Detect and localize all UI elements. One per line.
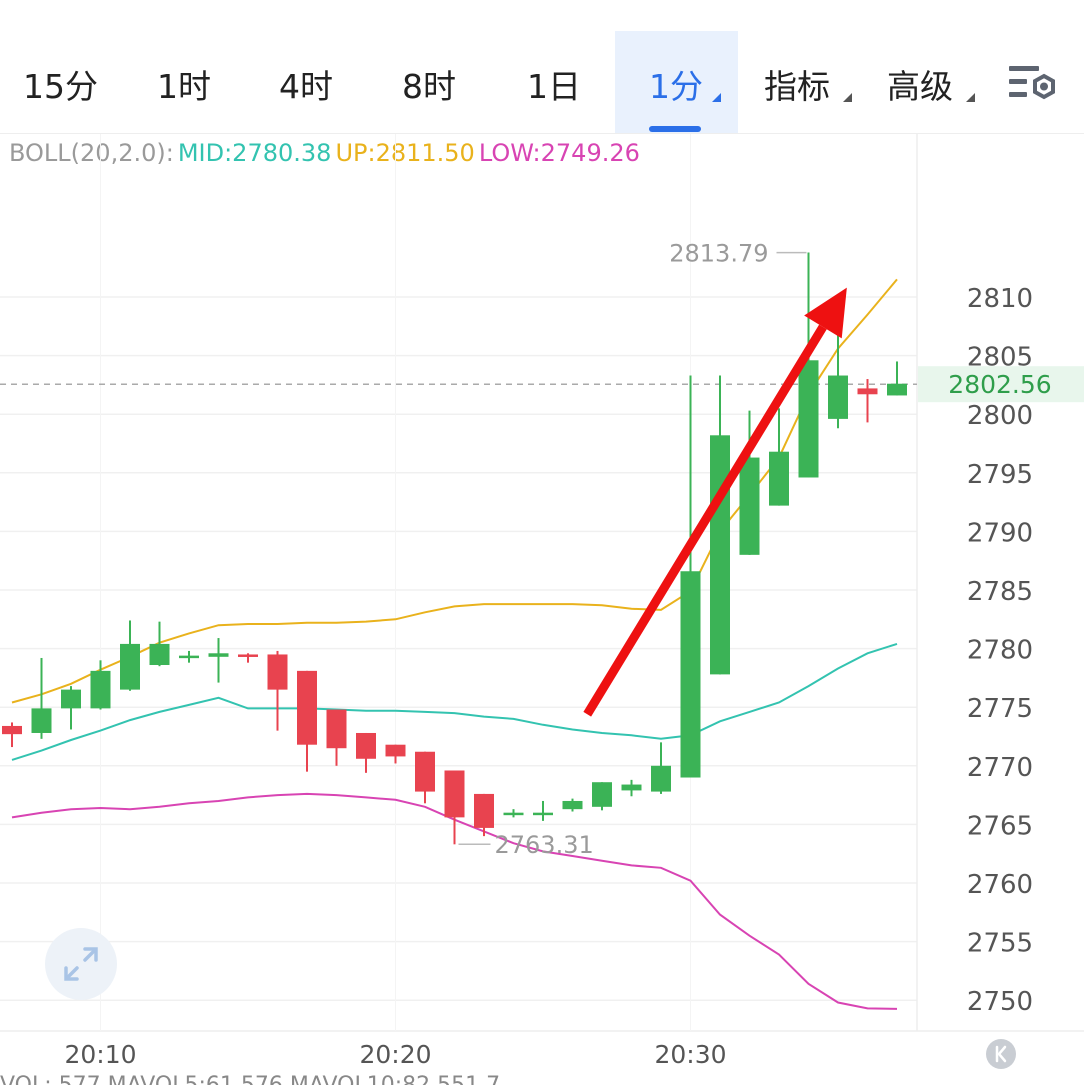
candle-body-up [31, 708, 52, 733]
k-icon [995, 1045, 1007, 1063]
volume-legend-text: VOL: 577 MAVOL5:61.576 MAVOL10:82.551.7 [0, 1075, 500, 1085]
y-tick-label: 2755 [967, 929, 1033, 959]
boll-legend: BOLL(20,2.0): MID:2780.38 UP:2811.50 LOW:27… [9, 139, 644, 167]
y-tick-label: 2775 [967, 694, 1033, 724]
low-price-label: 2763.31 [495, 831, 594, 859]
candle-body-up [739, 457, 760, 555]
trend-arrow-head [804, 287, 847, 339]
volume-legend: VOL: 577 MAVOL5:61.576 MAVOL10:82.551.7 [0, 1075, 1084, 1085]
interval-toolbar: 15分 1时 4时 8时 1日 1分 指标 高级 [0, 0, 1084, 134]
candle-body-down [267, 654, 288, 690]
candle-body-down [238, 654, 258, 657]
candle-body-up [828, 375, 848, 419]
y-tick-label: 2780 [967, 636, 1033, 666]
x-tick-label: 20:10 [64, 1040, 136, 1069]
candle-body-down [474, 793, 494, 828]
tab-1day[interactable]: 1日 [527, 67, 581, 106]
current-price-label: 2802.56 [948, 370, 1051, 399]
candle-body-up [503, 812, 524, 816]
x-tick-label: 20:20 [359, 1040, 431, 1069]
fullscreen-button[interactable] [45, 928, 117, 1000]
boll-prefix: BOLL(20,2.0): [9, 139, 174, 167]
y-tick-label: 2785 [967, 577, 1033, 607]
tab-15min[interactable]: 15分 [23, 67, 98, 106]
candle-body-up [120, 643, 140, 690]
candle-body-up [61, 689, 81, 709]
candle-body-up [651, 765, 671, 792]
candle-body-up [208, 653, 229, 657]
y-tick-label: 2765 [967, 811, 1033, 841]
chevron-down-icon [712, 93, 721, 102]
boll-up-value: UP:2811.50 [335, 139, 475, 167]
y-tick-label: 2760 [967, 870, 1033, 900]
candle-body-up [592, 782, 612, 807]
current-price-tag [918, 366, 1084, 403]
candle-body-up [710, 435, 730, 675]
active-tab-highlight [615, 31, 738, 133]
chevron-down-icon [966, 93, 975, 102]
candle-body-down [444, 770, 465, 818]
candle-body-up [769, 451, 789, 506]
tab-8hour[interactable]: 8时 [402, 67, 456, 106]
candle-body-down [857, 388, 878, 395]
candle-body-up [149, 643, 170, 666]
candle-body-up [179, 655, 199, 659]
candle-body-up [887, 383, 907, 396]
boll-up-line [11, 278, 898, 704]
tab-1min[interactable]: 1分 [649, 67, 703, 106]
chevron-down-icon [843, 93, 852, 102]
boll-mid-line [11, 642, 898, 761]
y-tick-label: 2795 [967, 460, 1033, 490]
kline-toggle-button[interactable] [986, 1039, 1016, 1069]
high-price-label: 2813.79 [669, 240, 768, 268]
tab-indicators[interactable]: 指标 [764, 67, 830, 106]
x-tick-label: 20:30 [654, 1040, 726, 1069]
candle-body-down [356, 732, 376, 759]
candle-body-up [90, 670, 111, 709]
tab-1hour[interactable]: 1时 [157, 67, 211, 106]
candle-body-up [798, 360, 819, 478]
candle-body-down [2, 725, 22, 735]
y-tick-label: 2800 [967, 401, 1033, 431]
expand-icon [64, 947, 98, 981]
candle-body-up [533, 812, 553, 816]
candle-body-down [326, 709, 347, 749]
candle-body-up [621, 784, 642, 791]
candle-body-up [680, 571, 701, 778]
candle-body-down [297, 670, 317, 745]
y-tick-label: 2790 [967, 518, 1033, 548]
candle-body-down [385, 744, 406, 757]
tab-4hour[interactable]: 4时 [279, 67, 333, 106]
boll-low-value: LOW:2749.26 [478, 139, 640, 167]
y-tick-label: 2770 [967, 753, 1033, 783]
y-tick-label: 2750 [967, 987, 1033, 1017]
chart-settings-icon[interactable] [1007, 62, 1059, 106]
trend-arrow-shaft [583, 324, 827, 717]
candlestick-chart[interactable]: 2810280528002795279027852780277527702765… [0, 134, 1084, 1075]
tab-advanced[interactable]: 高级 [887, 67, 953, 106]
active-tab-indicator [649, 126, 701, 132]
candle-body-down [415, 751, 435, 792]
candle-body-up [562, 800, 583, 810]
y-tick-label: 2810 [967, 284, 1033, 314]
boll-mid-value: MID:2780.38 [177, 139, 332, 167]
